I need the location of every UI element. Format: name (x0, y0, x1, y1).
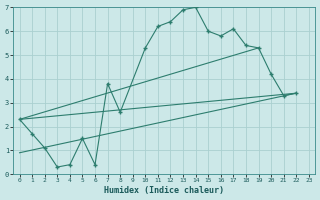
X-axis label: Humidex (Indice chaleur): Humidex (Indice chaleur) (104, 186, 224, 195)
